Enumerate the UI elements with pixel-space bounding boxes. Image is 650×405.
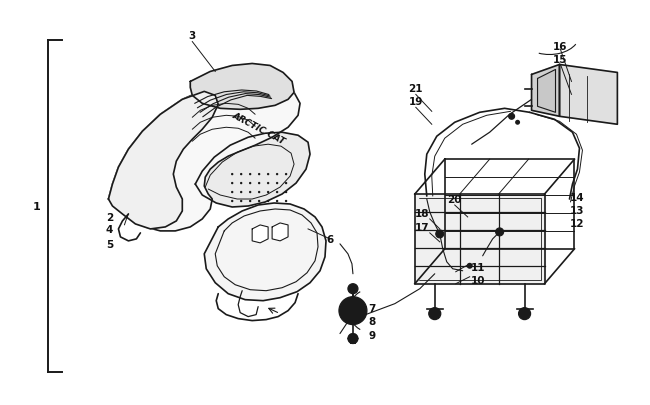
Polygon shape (204, 203, 326, 301)
Circle shape (285, 200, 287, 202)
Polygon shape (109, 78, 300, 231)
Polygon shape (532, 65, 560, 117)
Circle shape (496, 228, 504, 236)
Circle shape (348, 334, 358, 344)
Circle shape (285, 182, 287, 185)
Polygon shape (195, 133, 310, 207)
Circle shape (240, 192, 242, 194)
Circle shape (467, 263, 473, 269)
Text: 9: 9 (369, 330, 376, 340)
Text: HAYNES: HAYNES (346, 309, 360, 313)
Text: 12: 12 (570, 218, 585, 228)
Circle shape (276, 173, 278, 176)
Text: 5: 5 (106, 239, 113, 249)
Circle shape (267, 200, 269, 202)
Circle shape (231, 192, 233, 194)
Circle shape (249, 182, 252, 185)
Text: 18: 18 (415, 209, 429, 218)
Text: 1: 1 (32, 202, 40, 211)
Text: ARCTIC CAT: ARCTIC CAT (230, 110, 286, 146)
Polygon shape (415, 194, 545, 284)
Circle shape (285, 173, 287, 176)
Circle shape (258, 192, 261, 194)
Text: 20: 20 (447, 194, 462, 205)
Circle shape (231, 182, 233, 185)
Circle shape (240, 200, 242, 202)
Text: 15: 15 (553, 55, 567, 65)
Polygon shape (109, 92, 218, 229)
Circle shape (267, 173, 269, 176)
Circle shape (258, 200, 261, 202)
Text: 8: 8 (369, 316, 376, 326)
Text: 21: 21 (409, 84, 423, 94)
Text: 19: 19 (409, 97, 423, 107)
Circle shape (249, 200, 252, 202)
Circle shape (348, 284, 358, 294)
Circle shape (508, 114, 515, 120)
Text: 16: 16 (553, 41, 567, 51)
Text: 2: 2 (106, 213, 113, 222)
Polygon shape (190, 64, 294, 110)
Circle shape (346, 304, 360, 318)
Circle shape (519, 308, 530, 320)
Polygon shape (538, 70, 556, 113)
Circle shape (240, 173, 242, 176)
Circle shape (515, 120, 520, 126)
Circle shape (267, 182, 269, 185)
Circle shape (339, 297, 367, 325)
Text: 17: 17 (415, 222, 429, 232)
Text: 10: 10 (471, 275, 485, 285)
Text: 11: 11 (471, 262, 485, 272)
Circle shape (285, 192, 287, 194)
Circle shape (231, 200, 233, 202)
Circle shape (231, 173, 233, 176)
Circle shape (258, 182, 261, 185)
Circle shape (240, 182, 242, 185)
Circle shape (436, 230, 444, 238)
Text: 4: 4 (106, 224, 113, 234)
Text: 3: 3 (188, 30, 196, 40)
Circle shape (249, 192, 252, 194)
Circle shape (429, 308, 441, 320)
Polygon shape (272, 224, 288, 241)
Text: 13: 13 (570, 205, 585, 215)
Circle shape (267, 192, 269, 194)
Circle shape (276, 182, 278, 185)
Polygon shape (252, 225, 268, 243)
Text: 14: 14 (570, 192, 585, 202)
Circle shape (258, 173, 261, 176)
Circle shape (276, 192, 278, 194)
Circle shape (249, 173, 252, 176)
Text: 6: 6 (326, 234, 333, 244)
Text: 7: 7 (368, 303, 376, 313)
Polygon shape (560, 65, 618, 125)
Circle shape (276, 200, 278, 202)
